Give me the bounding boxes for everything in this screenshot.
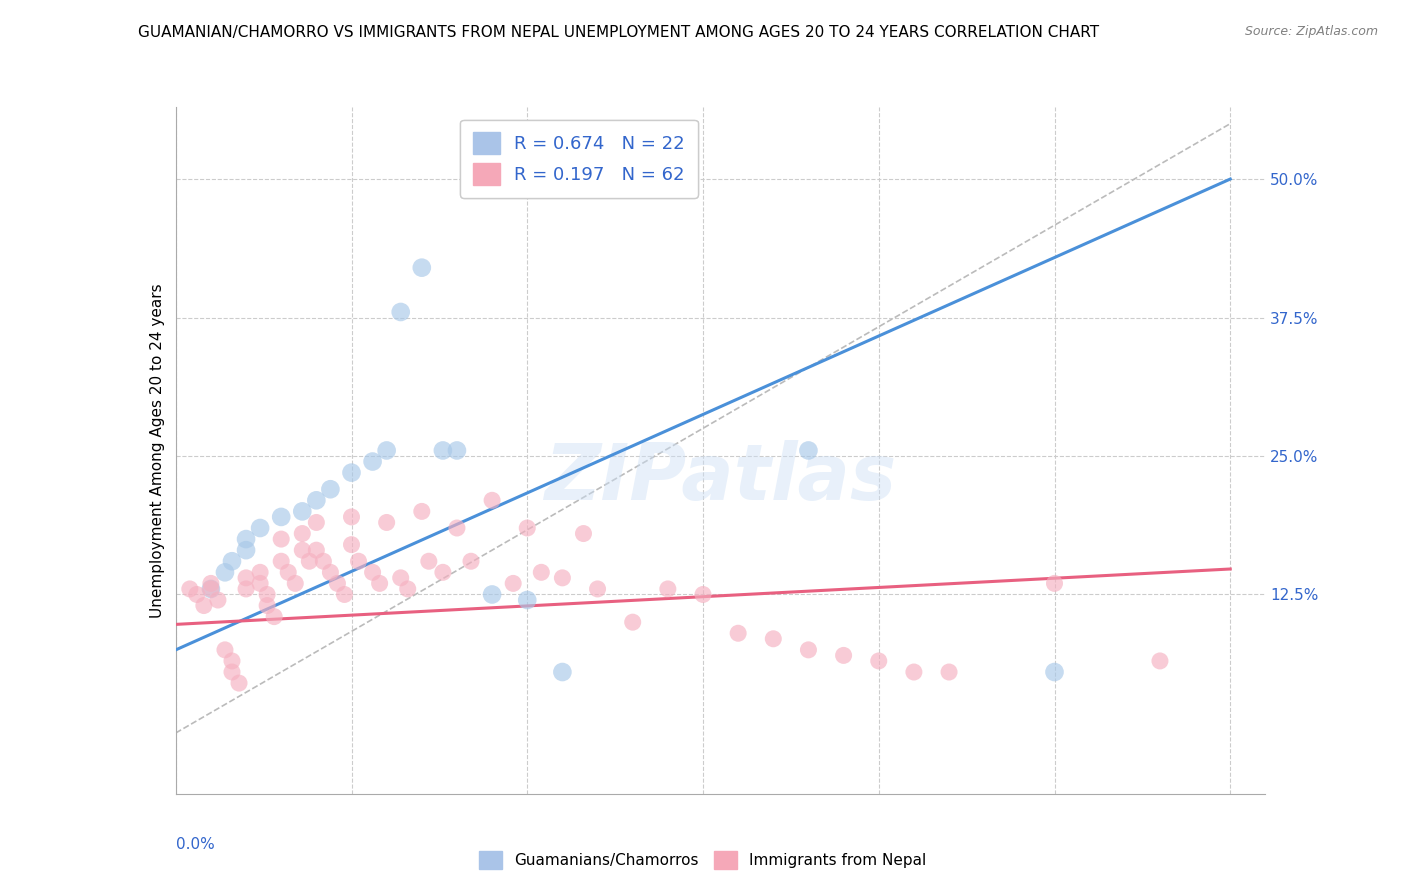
Point bbox=[235, 582, 257, 596]
Point bbox=[762, 632, 785, 646]
Point bbox=[256, 599, 278, 613]
Point bbox=[235, 571, 257, 585]
Point bbox=[221, 554, 243, 568]
Point bbox=[692, 587, 714, 601]
Point bbox=[432, 566, 454, 580]
Point bbox=[551, 665, 574, 679]
Point bbox=[868, 654, 890, 668]
Text: GUAMANIAN/CHAMORRO VS IMMIGRANTS FROM NEPAL UNEMPLOYMENT AMONG AGES 20 TO 24 YEA: GUAMANIAN/CHAMORRO VS IMMIGRANTS FROM NE… bbox=[138, 25, 1099, 40]
Point bbox=[1043, 665, 1066, 679]
Point bbox=[291, 504, 314, 518]
Point bbox=[235, 532, 257, 546]
Point bbox=[326, 576, 349, 591]
Text: 0.0%: 0.0% bbox=[176, 838, 215, 852]
Point bbox=[291, 543, 314, 558]
Point bbox=[368, 576, 391, 591]
Point bbox=[270, 554, 292, 568]
Point bbox=[249, 576, 271, 591]
Point bbox=[235, 543, 257, 558]
Point bbox=[221, 665, 243, 679]
Point bbox=[375, 516, 398, 530]
Point bbox=[389, 305, 412, 319]
Point bbox=[228, 676, 250, 690]
Point bbox=[432, 443, 454, 458]
Point bbox=[305, 543, 328, 558]
Point bbox=[903, 665, 925, 679]
Point bbox=[530, 566, 553, 580]
Point bbox=[263, 609, 285, 624]
Point bbox=[411, 260, 433, 275]
Point bbox=[361, 566, 384, 580]
Point bbox=[284, 576, 307, 591]
Point bbox=[340, 510, 363, 524]
Point bbox=[221, 654, 243, 668]
Point bbox=[200, 576, 222, 591]
Legend: Guamanians/Chamorros, Immigrants from Nepal: Guamanians/Chamorros, Immigrants from Ne… bbox=[474, 845, 932, 875]
Point bbox=[797, 443, 820, 458]
Point bbox=[418, 554, 440, 568]
Point bbox=[516, 593, 538, 607]
Point bbox=[270, 510, 292, 524]
Point bbox=[249, 566, 271, 580]
Point bbox=[727, 626, 749, 640]
Point bbox=[340, 466, 363, 480]
Point bbox=[832, 648, 855, 663]
Point bbox=[207, 593, 229, 607]
Point bbox=[446, 443, 468, 458]
Point bbox=[1149, 654, 1171, 668]
Y-axis label: Unemployment Among Ages 20 to 24 years: Unemployment Among Ages 20 to 24 years bbox=[149, 283, 165, 618]
Point bbox=[333, 587, 356, 601]
Point bbox=[938, 665, 960, 679]
Point bbox=[277, 566, 299, 580]
Text: ZIPatlas: ZIPatlas bbox=[544, 440, 897, 516]
Point bbox=[361, 454, 384, 468]
Point bbox=[298, 554, 321, 568]
Point bbox=[502, 576, 524, 591]
Point bbox=[214, 566, 236, 580]
Point bbox=[572, 526, 595, 541]
Point bbox=[214, 643, 236, 657]
Text: Source: ZipAtlas.com: Source: ZipAtlas.com bbox=[1244, 25, 1378, 38]
Point bbox=[411, 504, 433, 518]
Point bbox=[200, 582, 222, 596]
Point bbox=[621, 615, 644, 630]
Point bbox=[193, 599, 215, 613]
Point bbox=[179, 582, 201, 596]
Point bbox=[446, 521, 468, 535]
Point bbox=[347, 554, 370, 568]
Legend: R = 0.674   N = 22, R = 0.197   N = 62: R = 0.674 N = 22, R = 0.197 N = 62 bbox=[460, 120, 697, 198]
Point bbox=[305, 493, 328, 508]
Point bbox=[396, 582, 419, 596]
Point bbox=[389, 571, 412, 585]
Point bbox=[1043, 576, 1066, 591]
Point bbox=[312, 554, 335, 568]
Point bbox=[551, 571, 574, 585]
Point bbox=[186, 587, 208, 601]
Point bbox=[481, 493, 503, 508]
Point bbox=[200, 582, 222, 596]
Point bbox=[375, 443, 398, 458]
Point bbox=[586, 582, 609, 596]
Point bbox=[305, 516, 328, 530]
Point bbox=[249, 521, 271, 535]
Point bbox=[460, 554, 482, 568]
Point bbox=[340, 538, 363, 552]
Point bbox=[657, 582, 679, 596]
Point bbox=[291, 526, 314, 541]
Point bbox=[256, 587, 278, 601]
Point bbox=[516, 521, 538, 535]
Point bbox=[319, 482, 342, 496]
Point bbox=[319, 566, 342, 580]
Point bbox=[270, 532, 292, 546]
Point bbox=[797, 643, 820, 657]
Point bbox=[481, 587, 503, 601]
